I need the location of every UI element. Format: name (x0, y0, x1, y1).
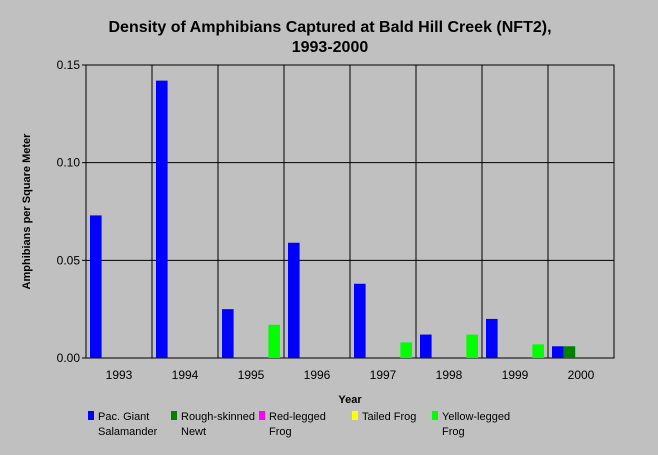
legend-label-line2: Frog (442, 426, 465, 438)
x-tick-label: 1994 (172, 368, 199, 382)
bar (532, 344, 544, 358)
bar (288, 242, 300, 358)
x-tick-label: 1997 (370, 368, 397, 382)
legend-swatch (88, 411, 94, 420)
bar (156, 80, 168, 359)
x-tick-label: 1999 (502, 368, 529, 382)
x-tick-label: 1996 (304, 368, 331, 382)
bar (354, 283, 366, 358)
bar (466, 334, 478, 358)
bar (563, 346, 576, 358)
y-tick-labels: 0.00 0.05 0.10 0.15 (57, 58, 86, 365)
y-tick-label: 0.00 (57, 351, 81, 365)
legend-label-line2: Frog (269, 426, 292, 438)
bar (552, 346, 564, 358)
bar (486, 318, 498, 358)
legend-label-line2: Newt (181, 426, 206, 438)
bar (222, 309, 234, 358)
legend-label: Pac. Giant (98, 411, 149, 423)
bar (400, 342, 412, 358)
grid-lines (86, 65, 614, 358)
x-axis-title: Year (338, 394, 362, 406)
bar (268, 324, 280, 358)
x-tick-label: 1998 (436, 368, 463, 382)
y-tick-label: 0.10 (57, 156, 81, 170)
bar (420, 334, 432, 358)
legend-label: Red-legged (269, 411, 326, 423)
chart-title-line1: Density of Amphibians Captured at Bald H… (108, 19, 551, 36)
legend-swatch (352, 411, 358, 420)
bar (90, 215, 102, 358)
legend-label: Rough-skinned (181, 411, 255, 423)
legend-swatch (432, 411, 438, 420)
legend-label: Tailed Frog (362, 411, 416, 423)
x-tick-label: 1993 (106, 368, 133, 382)
x-tick-label: 2000 (568, 368, 595, 382)
legend-label: Yellow-legged (442, 411, 510, 423)
chart-title-line2: 1993-2000 (292, 39, 369, 56)
legend: Pac. Giant Salamander Rough-skinned Newt Red… (88, 411, 510, 438)
legend-swatch (259, 411, 265, 420)
bars-group (90, 80, 576, 359)
legend-label-line2: Salamander (98, 426, 158, 438)
y-axis-title: Amphibians per Square Meter (21, 133, 33, 290)
legend-swatch (171, 411, 177, 420)
y-tick-label: 0.05 (57, 253, 81, 267)
x-tick-labels: 1993 1994 1995 1996 1997 1998 1999 2000 (106, 368, 595, 382)
x-tick-label: 1995 (238, 368, 265, 382)
y-tick-label: 0.15 (57, 58, 81, 72)
